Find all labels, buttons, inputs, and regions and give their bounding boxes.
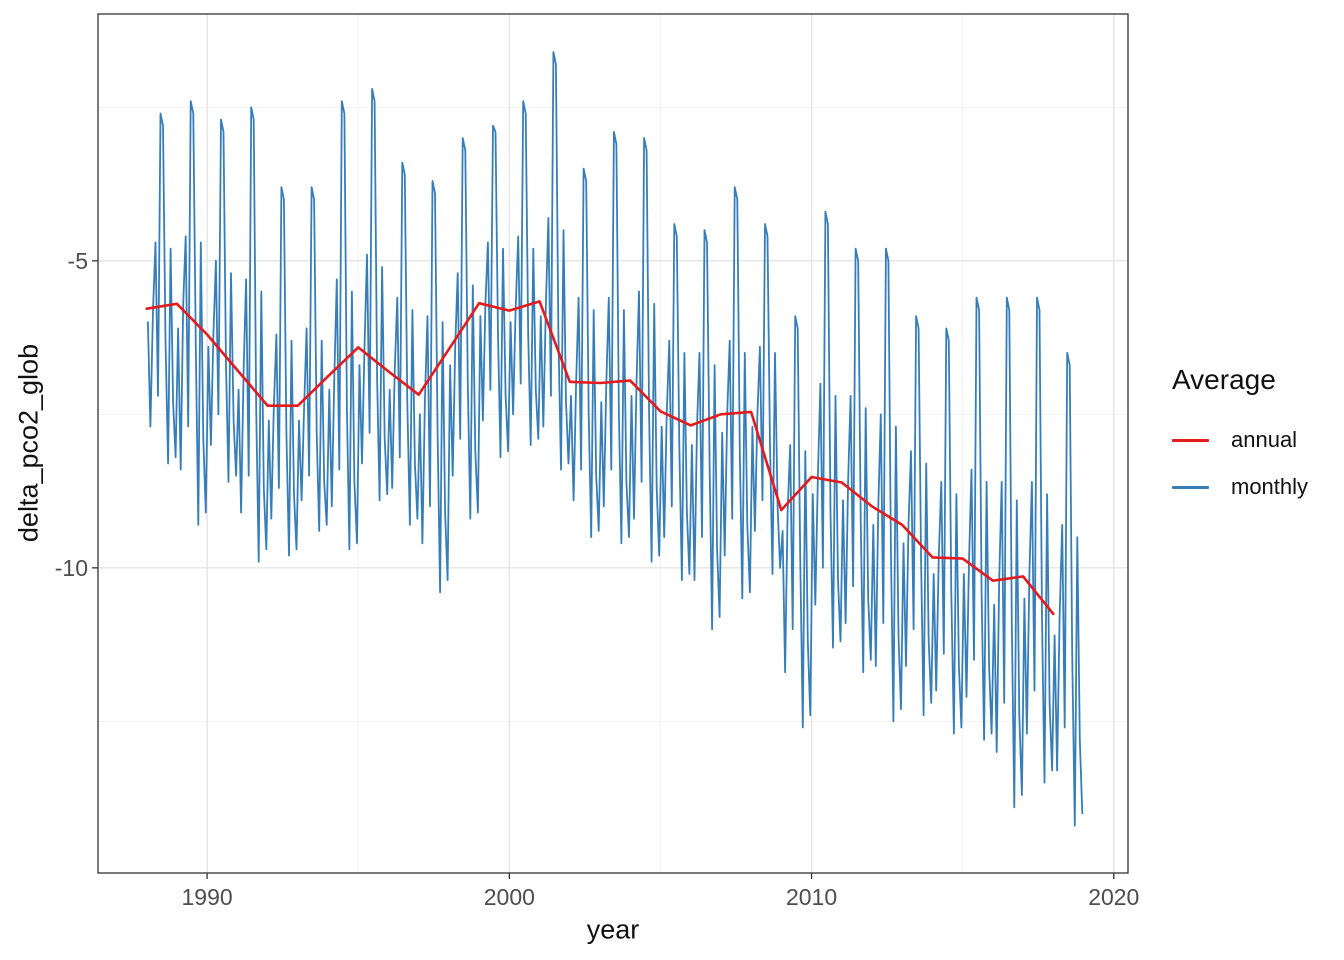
legend-label-annual: annual bbox=[1231, 427, 1298, 452]
monthly-line-key-icon bbox=[1172, 485, 1209, 489]
x-tick-label-2010: 2010 bbox=[785, 884, 838, 910]
annual-line bbox=[145, 300, 1055, 616]
x-axis-title: year bbox=[586, 914, 640, 945]
legend-title: Average bbox=[1172, 364, 1276, 395]
y-tick-label--10: -10 bbox=[54, 554, 88, 581]
monthly-line bbox=[146, 51, 1084, 827]
panel-border bbox=[97, 13, 1129, 874]
x-tick-label-1990: 1990 bbox=[181, 884, 233, 910]
y-tick-label--5: -5 bbox=[67, 247, 88, 274]
legend-item-annual: annual bbox=[1172, 426, 1308, 454]
legend-item-monthly: monthly bbox=[1172, 473, 1308, 501]
annual-line-key-icon bbox=[1172, 438, 1209, 442]
legend-label-monthly: monthly bbox=[1231, 474, 1309, 499]
legend: Average annual monthly bbox=[1172, 364, 1308, 510]
x-tick-label-2000: 2000 bbox=[483, 884, 535, 910]
x-tick-label-2020: 2020 bbox=[1088, 884, 1140, 910]
y-axis-title: delta_pco2_glob bbox=[13, 343, 44, 543]
